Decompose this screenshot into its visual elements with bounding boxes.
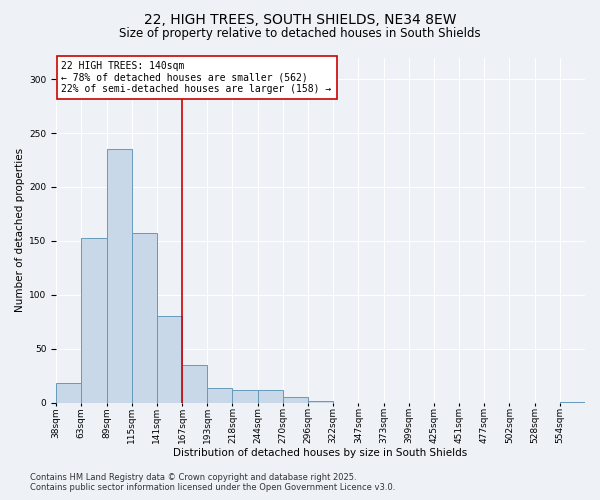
Bar — [207, 388, 232, 403]
Bar — [182, 365, 207, 403]
Bar — [560, 402, 585, 403]
Text: 22 HIGH TREES: 140sqm
← 78% of detached houses are smaller (562)
22% of semi-det: 22 HIGH TREES: 140sqm ← 78% of detached … — [61, 61, 332, 94]
Bar — [131, 234, 157, 403]
Text: Contains HM Land Registry data © Crown copyright and database right 2025.
Contai: Contains HM Land Registry data © Crown c… — [30, 473, 395, 492]
Bar — [82, 238, 107, 403]
Bar — [283, 398, 308, 403]
Bar — [257, 390, 283, 403]
Text: 22, HIGH TREES, SOUTH SHIELDS, NE34 8EW: 22, HIGH TREES, SOUTH SHIELDS, NE34 8EW — [144, 12, 456, 26]
Bar — [56, 384, 82, 403]
X-axis label: Distribution of detached houses by size in South Shields: Distribution of detached houses by size … — [173, 448, 467, 458]
Bar — [308, 400, 333, 403]
Y-axis label: Number of detached properties: Number of detached properties — [15, 148, 25, 312]
Bar — [157, 316, 182, 403]
Text: Size of property relative to detached houses in South Shields: Size of property relative to detached ho… — [119, 28, 481, 40]
Bar — [107, 149, 131, 403]
Bar — [232, 390, 257, 403]
